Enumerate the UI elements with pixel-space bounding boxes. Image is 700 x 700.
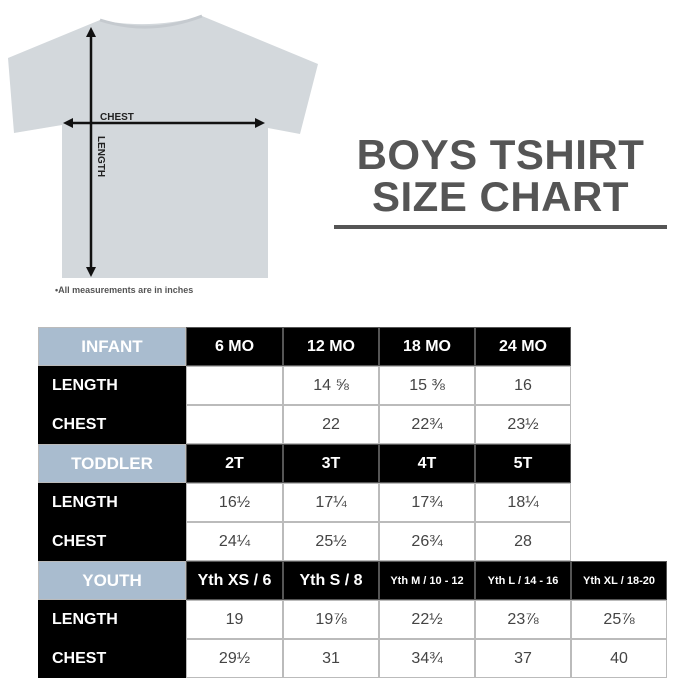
measurement-cell: 22½ xyxy=(379,600,475,639)
measurement-cell: 40 xyxy=(571,639,667,678)
measurement-cell: 22 xyxy=(283,405,379,444)
size-header: 2T xyxy=(186,444,283,483)
measurement-cell: 34¾ xyxy=(379,639,475,678)
measurement-cell: 15 ⅜ xyxy=(379,366,475,405)
measurement-cell: 19⅞ xyxy=(283,600,379,639)
measurement-cell: 26¾ xyxy=(379,522,475,561)
chest-label: CHEST xyxy=(100,112,134,123)
size-header: 12 MO xyxy=(283,327,379,366)
measurement-cell: 22¾ xyxy=(379,405,475,444)
group-header-toddler: TODDLER xyxy=(38,444,186,483)
page-title: BOYS TSHIRT SIZE CHART xyxy=(334,134,667,218)
row-label-length: LENGTH xyxy=(38,483,186,522)
measurement-cell: 18¼ xyxy=(475,483,571,522)
length-label: LENGTH xyxy=(95,136,106,177)
size-header: 4T xyxy=(379,444,475,483)
title-line-2: SIZE CHART xyxy=(372,173,629,220)
size-header: 18 MO xyxy=(379,327,475,366)
size-header: Yth XL / 18-20 xyxy=(571,561,667,600)
measurement-cell: 16½ xyxy=(186,483,283,522)
size-header: 24 MO xyxy=(475,327,571,366)
size-header: Yth XS / 6 xyxy=(186,561,283,600)
group-header-infant: INFANT xyxy=(38,327,186,366)
measurement-cell xyxy=(186,405,283,444)
group-header-youth: YOUTH xyxy=(38,561,186,600)
size-header: Yth M / 10 - 12 xyxy=(379,561,475,600)
measurement-cell: 16 xyxy=(475,366,571,405)
title-underline xyxy=(334,225,667,229)
measurement-cell: 17¾ xyxy=(379,483,475,522)
measurement-cell: 24¼ xyxy=(186,522,283,561)
row-label-length: LENGTH xyxy=(38,600,186,639)
measurement-note: •All measurements are in inches xyxy=(55,285,194,295)
size-header: 6 MO xyxy=(186,327,283,366)
length-arrow xyxy=(86,27,96,277)
measurement-cell: 23½ xyxy=(475,405,571,444)
measurement-cell: 25⅞ xyxy=(571,600,667,639)
measurement-cell: 31 xyxy=(283,639,379,678)
title-line-1: BOYS TSHIRT xyxy=(356,131,645,178)
size-header: 3T xyxy=(283,444,379,483)
measurement-cell: 37 xyxy=(475,639,571,678)
measurement-cell: 28 xyxy=(475,522,571,561)
size-header: Yth L / 14 - 16 xyxy=(475,561,571,600)
measurement-cell: 14 ⅝ xyxy=(283,366,379,405)
measurement-cell: 23⅞ xyxy=(475,600,571,639)
measurement-cell: 25½ xyxy=(283,522,379,561)
measurement-cell: 19 xyxy=(186,600,283,639)
row-label-chest: CHEST xyxy=(38,639,186,678)
size-header: 5T xyxy=(475,444,571,483)
size-header: Yth S / 8 xyxy=(283,561,379,600)
measurement-cell: 29½ xyxy=(186,639,283,678)
chest-arrow xyxy=(63,118,265,128)
tshirt-shape xyxy=(8,16,318,278)
row-label-chest: CHEST xyxy=(38,405,186,444)
measurement-cell: 17¼ xyxy=(283,483,379,522)
tshirt-diagram: CHEST LENGTH xyxy=(8,14,318,278)
row-label-length: LENGTH xyxy=(38,366,186,405)
row-label-chest: CHEST xyxy=(38,522,186,561)
measurement-cell xyxy=(186,366,283,405)
